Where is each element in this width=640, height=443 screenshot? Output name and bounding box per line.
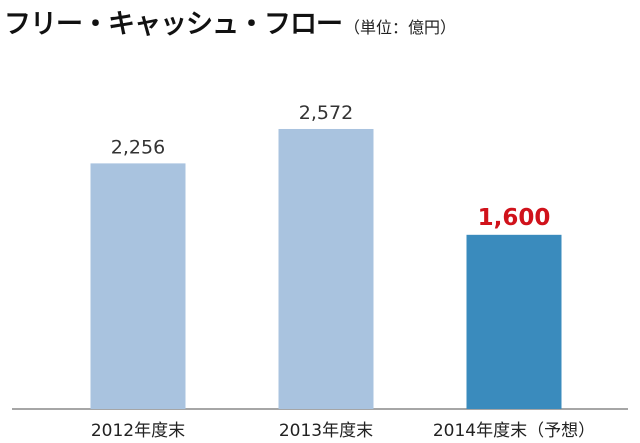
bar-2	[278, 128, 374, 409]
chart-title: フリー・キャッシュ・フロー	[4, 9, 343, 40]
value-label-2: 2,572	[299, 102, 353, 124]
value-label-3: 1,600	[478, 205, 551, 231]
category-label-3: 2014年度末（予想）	[433, 421, 595, 441]
chart-header: フリー・キャッシュ・フロー （単位：億円）	[4, 2, 456, 41]
category-label-2: 2013年度末	[279, 421, 373, 441]
bar-3	[466, 234, 562, 409]
value-label-1: 2,256	[111, 136, 165, 158]
bar-1	[90, 163, 186, 409]
unit-label: （単位：億円）	[344, 18, 457, 37]
category-label-1: 2012年度末	[91, 421, 185, 441]
